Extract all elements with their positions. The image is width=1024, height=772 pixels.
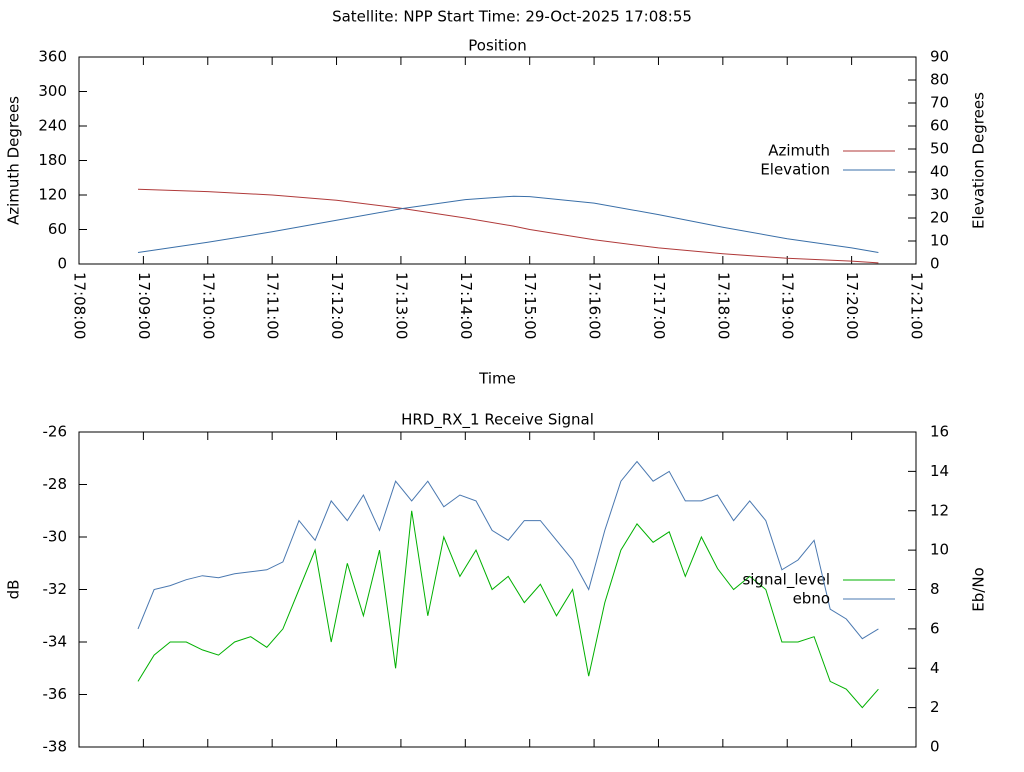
y2-axis-label: Eb/No (970, 567, 988, 611)
y2-tick-label: 90 (930, 48, 949, 66)
x-tick-label: 17:19:00 (779, 272, 797, 339)
legend-label: ebno (793, 590, 830, 608)
y-tick-label: -38 (43, 738, 68, 756)
y2-tick-label: 70 (930, 94, 949, 112)
x-tick-label: 17:12:00 (328, 272, 346, 339)
y-tick-label: -32 (43, 580, 68, 598)
series-line (137, 195, 879, 253)
series-line (137, 510, 879, 709)
y-tick-label: 300 (38, 82, 67, 100)
legend-label: Elevation (760, 161, 830, 179)
y-tick-label: 180 (38, 151, 67, 169)
y2-axis-label: Elevation Degrees (970, 92, 988, 229)
y-tick-label: 240 (38, 117, 67, 135)
x-tick-label: 17:11:00 (264, 272, 282, 339)
y-tick-label: 60 (48, 220, 67, 238)
legend-label: signal_level (742, 571, 830, 590)
y2-tick-label: 30 (930, 186, 949, 204)
y2-tick-label: 80 (930, 71, 949, 89)
x-tick-label: 17:13:00 (392, 272, 410, 339)
y-axis-label: dB (5, 580, 23, 600)
x-tick-label: 17:10:00 (199, 272, 217, 339)
legend-label: Azimuth (768, 142, 830, 160)
x-tick-label: 17:17:00 (650, 272, 668, 339)
y-tick-label: 120 (38, 186, 67, 204)
y2-tick-label: 10 (930, 541, 949, 559)
y-axis-label: Azimuth Degrees (5, 96, 23, 225)
y2-tick-label: 8 (930, 580, 940, 598)
series-line (137, 188, 879, 264)
x-tick-label: 17:14:00 (457, 272, 475, 339)
y2-tick-label: 10 (930, 232, 949, 250)
x-tick-label: 17:18:00 (714, 272, 732, 339)
series-line (137, 460, 879, 640)
x-tick-label: 17:15:00 (521, 272, 539, 339)
y2-tick-label: 4 (930, 659, 940, 677)
y-tick-label: -34 (43, 633, 68, 651)
y-tick-label: -36 (43, 685, 68, 703)
y2-tick-label: 2 (930, 698, 940, 716)
y-tick-label: 0 (57, 255, 67, 273)
y2-tick-label: 20 (930, 209, 949, 227)
y2-tick-label: 6 (930, 619, 940, 637)
y-tick-label: -26 (43, 423, 68, 441)
y2-tick-label: 0 (930, 738, 940, 756)
y2-tick-label: 12 (930, 501, 949, 519)
page-title: Satellite: NPP Start Time: 29-Oct-2025 1… (332, 8, 692, 26)
y-tick-label: 360 (38, 48, 67, 66)
y2-tick-label: 50 (930, 140, 949, 158)
y2-tick-label: 16 (930, 423, 949, 441)
y2-tick-label: 40 (930, 163, 949, 181)
x-tick-label: 17:08:00 (71, 272, 89, 339)
x-tick-label: 17:09:00 (135, 272, 153, 339)
x-axis-label: Time (478, 370, 516, 388)
chart-title: HRD_RX_1 Receive Signal (401, 411, 594, 430)
y-tick-label: -28 (43, 475, 68, 493)
chart-title: Position (468, 37, 526, 55)
plot-frame (78, 431, 917, 748)
y2-tick-label: 0 (930, 255, 940, 273)
y2-tick-label: 60 (930, 117, 949, 135)
y-tick-label: -30 (43, 528, 68, 546)
x-tick-label: 17:16:00 (586, 272, 604, 339)
x-tick-label: 17:20:00 (843, 272, 861, 339)
y2-tick-label: 14 (930, 462, 949, 480)
x-tick-label: 17:21:00 (908, 272, 926, 339)
